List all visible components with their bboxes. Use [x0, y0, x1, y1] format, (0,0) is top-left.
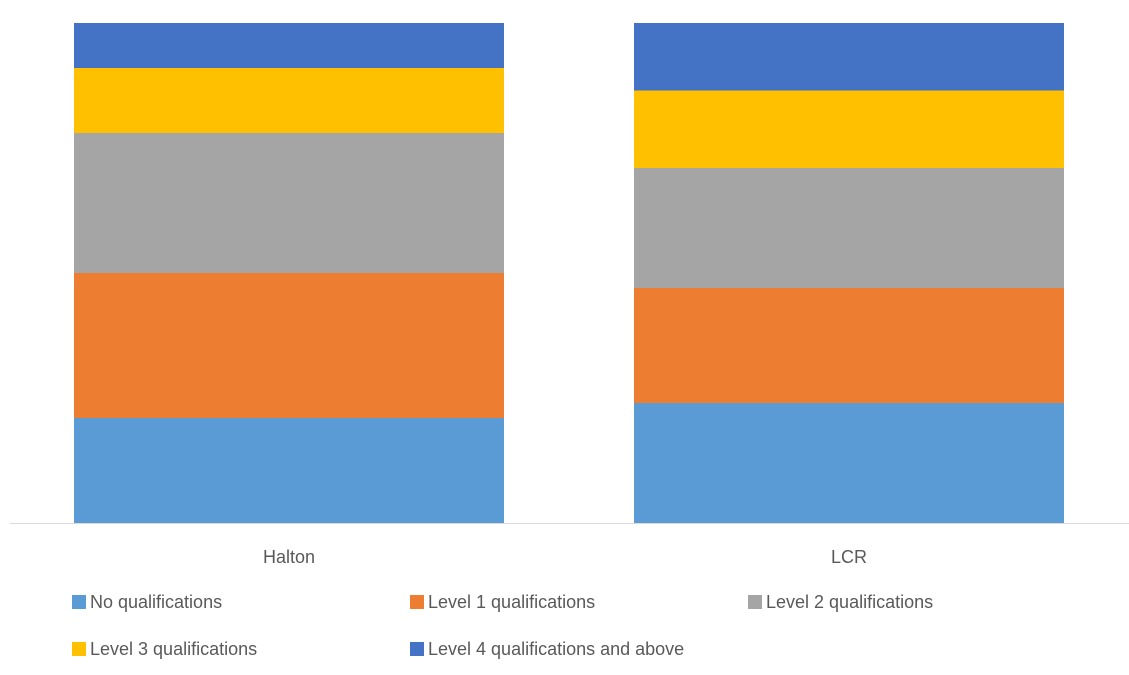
bar-segment-lcr-no-qualifications	[634, 403, 1064, 523]
category-labels: Halton LCR	[263, 547, 867, 567]
legend-label-level-2-qualifications: Level 2 qualifications	[766, 592, 933, 612]
legend-label-level-4-qualifications-and-above: Level 4 qualifications and above	[428, 639, 684, 659]
bar-segment-halton-level-1-qualifications	[74, 273, 504, 418]
legend-swatch-level-4-qualifications-and-above	[410, 642, 424, 656]
legend-item-level-2-qualifications: Level 2 qualifications	[748, 592, 933, 612]
bars-group	[74, 23, 1064, 523]
legend-item-level-4-qualifications-and-above: Level 4 qualifications and above	[410, 639, 684, 659]
legend-swatch-level-2-qualifications	[748, 595, 762, 609]
legend-swatch-level-3-qualifications	[72, 642, 86, 656]
category-label-halton: Halton	[263, 547, 315, 567]
bar-segment-lcr-level-2-qualifications	[634, 168, 1064, 288]
legend-item-no-qualifications: No qualifications	[72, 592, 222, 612]
legend-swatch-no-qualifications	[72, 595, 86, 609]
bar-segment-halton-level-2-qualifications	[74, 133, 504, 273]
bar-segment-lcr-level-3-qualifications	[634, 90, 1064, 168]
bar-segment-lcr-level-4-qualifications-and-above	[634, 23, 1064, 91]
legend-item-level-1-qualifications: Level 1 qualifications	[410, 592, 595, 612]
bar-segment-halton-no-qualifications	[74, 418, 504, 523]
legend-label-level-3-qualifications: Level 3 qualifications	[90, 639, 257, 659]
legend-swatch-level-1-qualifications	[410, 595, 424, 609]
bar-segment-halton-level-4-qualifications-and-above	[74, 23, 504, 68]
category-label-lcr: LCR	[831, 547, 867, 567]
legend-item-level-3-qualifications: Level 3 qualifications	[72, 639, 257, 659]
legend: No qualifications Level 1 qualifications L…	[72, 592, 933, 659]
legend-label-no-qualifications: No qualifications	[90, 592, 222, 612]
bar-segment-halton-level-3-qualifications	[74, 68, 504, 133]
legend-label-level-1-qualifications: Level 1 qualifications	[428, 592, 595, 612]
bar-segment-lcr-level-1-qualifications	[634, 288, 1064, 403]
